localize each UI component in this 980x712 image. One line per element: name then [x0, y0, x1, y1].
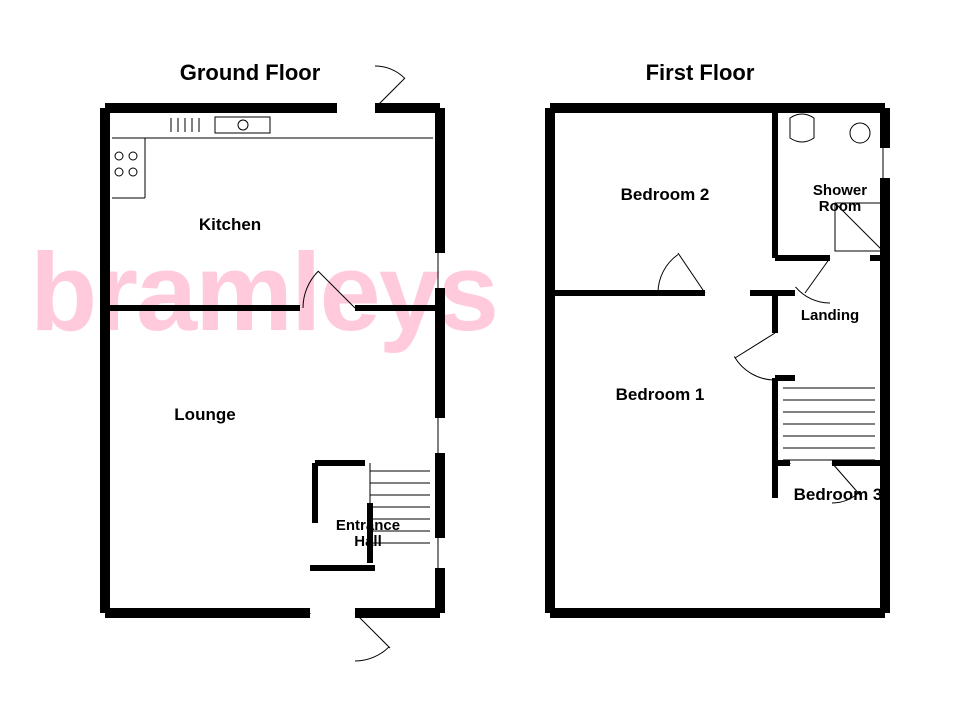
label-shower-room: ShowerRoom [813, 182, 867, 215]
first-floor: Bedroom 2 ShowerRoom Bedroom 1 Landing Bedro… [545, 103, 890, 618]
label-landing: Landing [801, 307, 859, 324]
label-lounge: Lounge [174, 405, 235, 424]
label-kitchen: Kitchen [199, 215, 261, 234]
ground-floor: Kitchen Lounge EntranceHall [100, 66, 445, 661]
label-bedroom-3: Bedroom 3 [794, 485, 883, 504]
title-first-floor: First Floor [646, 60, 755, 85]
label-bedroom-1: Bedroom 1 [616, 385, 705, 404]
label-entrance-hall: EntranceHall [336, 517, 400, 550]
label-bedroom-2: Bedroom 2 [621, 185, 710, 204]
title-ground-floor: Ground Floor [180, 60, 321, 85]
floorplans-layer: Kitchen Lounge EntranceHall Bedroom 2 Shower… [100, 60, 890, 661]
